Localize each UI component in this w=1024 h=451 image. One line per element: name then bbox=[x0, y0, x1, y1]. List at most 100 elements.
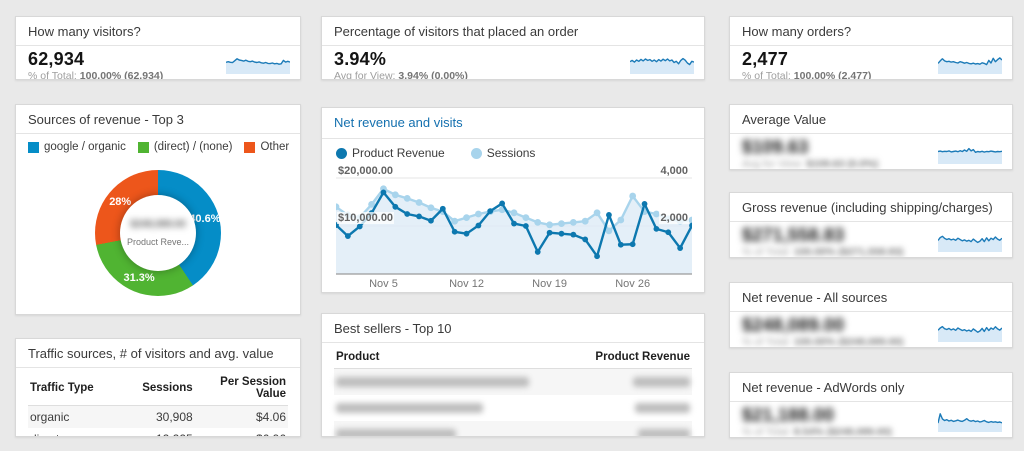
table-cell: $4.06 bbox=[255, 410, 286, 424]
divider bbox=[16, 133, 300, 134]
stat-value: 62,934 bbox=[28, 49, 85, 69]
donut-slice-label: 31.3% bbox=[123, 272, 155, 285]
card-traffic-sources: Traffic sources, # of visitors and avg. … bbox=[15, 338, 301, 437]
table-cell: organic bbox=[30, 410, 70, 424]
legend-dot bbox=[470, 147, 482, 159]
stat-subtext: % of Total: 100.00% (2,477) bbox=[742, 70, 872, 80]
sparkline-chart bbox=[938, 57, 1002, 74]
card-title: How many orders? bbox=[742, 24, 852, 39]
x-axis-label: Nov 12 bbox=[449, 278, 484, 290]
sparkline-chart bbox=[630, 57, 694, 74]
x-axis-label: Nov 5 bbox=[369, 278, 398, 290]
table-header-row: Product Product Revenue bbox=[334, 346, 692, 369]
donut-center-label: Product Reve... bbox=[126, 237, 190, 247]
legend-swatch bbox=[137, 141, 149, 153]
x-axis-label: Nov 19 bbox=[532, 278, 568, 290]
column-header-per-session-value[interactable]: Per Session Value bbox=[194, 371, 288, 406]
redacted-text-bar bbox=[336, 429, 456, 436]
stat-subtext: Avg for View: 3.94% (0.00%) bbox=[334, 70, 468, 80]
legend-swatch bbox=[244, 141, 256, 153]
donut-legend: google / organic (direct) / (none) Other bbox=[28, 141, 296, 153]
stat-subtext-redacted: % of Total: 100.00% ($271,558.83) bbox=[742, 246, 904, 258]
card-title: Percentage of visitors that placed an or… bbox=[334, 24, 579, 39]
card-net-revenue-and-visits: Net revenue and visits Product Revenue S… bbox=[321, 107, 705, 293]
donut-slice-label: 28% bbox=[109, 195, 132, 208]
legend-item-direct-none[interactable]: (direct) / (none) bbox=[137, 141, 232, 153]
table-row-redacted bbox=[334, 421, 692, 436]
divider bbox=[730, 221, 1012, 222]
timeline-chart[interactable] bbox=[336, 170, 692, 293]
product-name-redacted bbox=[334, 369, 566, 396]
divider bbox=[322, 138, 704, 139]
card-title: Best sellers - Top 10 bbox=[334, 321, 452, 336]
divider bbox=[730, 311, 1012, 312]
divider bbox=[322, 45, 704, 46]
stat-value: 3.94% bbox=[334, 49, 387, 69]
card-title: Net revenue - All sources bbox=[742, 290, 888, 305]
x-axis-label: Nov 26 bbox=[615, 278, 651, 290]
donut-slice-label: 40.6% bbox=[189, 212, 221, 225]
card-title-link[interactable]: Net revenue and visits bbox=[334, 115, 463, 130]
table-cell: 30,908 bbox=[156, 410, 193, 424]
stat-value: 2,477 bbox=[742, 49, 789, 69]
card-average-value: Average Value $109.63 Avg for View: $109… bbox=[729, 104, 1013, 170]
card-net-revenue-all-sources: Net revenue - All sources $248,089.00 % … bbox=[729, 282, 1013, 348]
card-title: How many visitors? bbox=[28, 24, 141, 39]
card-sources-of-revenue: Sources of revenue - Top 3 google / orga… bbox=[15, 104, 301, 315]
table-cell: direct bbox=[28, 428, 126, 436]
redacted-text-bar bbox=[635, 403, 690, 413]
divider bbox=[730, 133, 1012, 134]
divider bbox=[16, 367, 300, 368]
donut-chart[interactable]: 40.6% 31.3% 28% $248,089.00 Product Reve..… bbox=[95, 170, 221, 296]
divider bbox=[730, 45, 1012, 46]
product-revenue-redacted bbox=[566, 421, 692, 436]
stat-subtext: % of Total: 100.00% (62,934) bbox=[28, 70, 164, 80]
donut-center-value-redacted: $248,089.00 bbox=[130, 219, 186, 230]
card-net-revenue-adwords: Net revenue - AdWords only $21,188.00 % … bbox=[729, 372, 1013, 438]
legend-item-other[interactable]: Other bbox=[244, 141, 289, 153]
card-how-many-orders: How many orders? 2,477 % of Total: 100.0… bbox=[729, 16, 1013, 80]
stat-value-redacted: $109.63 bbox=[742, 137, 809, 157]
table-cell: $6.96 bbox=[195, 428, 288, 436]
sparkline-chart bbox=[226, 58, 290, 74]
product-revenue-redacted bbox=[566, 395, 692, 421]
stat-subtext-redacted: % of Total: 100.00% ($248,089.00) bbox=[742, 336, 904, 348]
product-revenue-redacted bbox=[566, 369, 692, 396]
y-axis-label-right-mid: 2,000 bbox=[659, 212, 689, 224]
legend-item-google-organic[interactable]: google / organic bbox=[28, 141, 126, 153]
sparkline-chart bbox=[938, 325, 1002, 342]
legend-item-product-revenue[interactable]: Product Revenue bbox=[336, 146, 445, 160]
stat-subtext-redacted: Avg for View: $109.63 (0.0%) bbox=[742, 158, 879, 170]
redacted-text-bar bbox=[336, 403, 483, 413]
table-row-redacted bbox=[334, 395, 692, 421]
card-title: Average Value bbox=[742, 112, 827, 127]
x-axis-labels: Nov 5 Nov 12 Nov 19 Nov 26 bbox=[336, 278, 692, 292]
column-header-traffic-type[interactable]: Traffic Type bbox=[28, 371, 127, 406]
stat-value-redacted: $271,558.83 bbox=[742, 225, 845, 245]
product-name-redacted bbox=[334, 421, 566, 436]
card-title: Gross revenue (including shipping/charge… bbox=[742, 200, 993, 215]
sparkline-chart bbox=[938, 413, 1002, 432]
card-title: Sources of revenue - Top 3 bbox=[28, 112, 184, 127]
timeline-legend: Product Revenue Sessions bbox=[336, 146, 535, 160]
table-cell: 12,225 bbox=[126, 428, 194, 436]
stat-value-redacted: $21,188.00 bbox=[742, 405, 835, 425]
column-header-sessions[interactable]: Sessions bbox=[126, 371, 195, 406]
divider bbox=[16, 45, 300, 46]
column-header-product-revenue[interactable]: Product Revenue bbox=[565, 346, 692, 369]
legend-item-sessions[interactable]: Sessions bbox=[470, 146, 535, 160]
redacted-text-bar bbox=[638, 429, 690, 436]
card-best-sellers: Best sellers - Top 10 Product Product Re… bbox=[321, 313, 705, 437]
y-axis-label-left-mid: $10,000.00 bbox=[337, 212, 395, 224]
card-percent-placed-order: Percentage of visitors that placed an or… bbox=[321, 16, 705, 80]
y-axis-label-left-max: $20,000.00 bbox=[337, 165, 395, 177]
redacted-text-bar bbox=[633, 377, 690, 387]
donut-center: $248,089.00 Product Reve... bbox=[120, 195, 196, 271]
column-header-product[interactable]: Product bbox=[334, 346, 566, 369]
table-row-redacted bbox=[334, 368, 692, 396]
sparkline-chart bbox=[938, 235, 1002, 252]
table-row: direct12,225$6.96 bbox=[28, 428, 288, 436]
card-gross-revenue: Gross revenue (including shipping/charge… bbox=[729, 192, 1013, 258]
table-row: organic 30,908 $4.06 bbox=[28, 405, 288, 428]
card-title: Net revenue - AdWords only bbox=[742, 380, 905, 395]
